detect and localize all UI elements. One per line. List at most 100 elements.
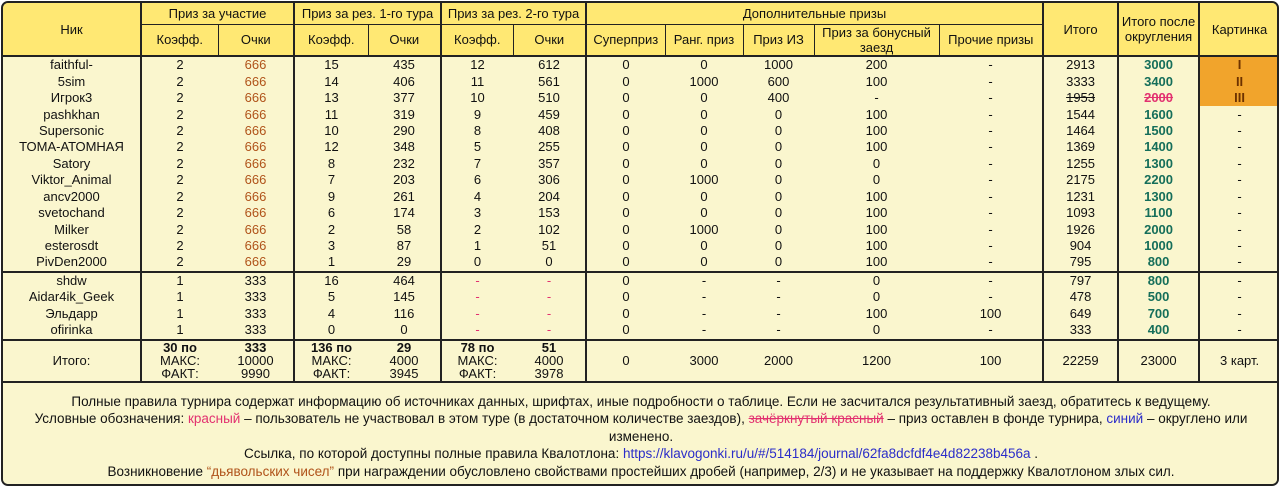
- cell-rounded: 3000: [1117, 56, 1200, 74]
- cell-k2: 3: [293, 237, 369, 255]
- rules-link[interactable]: https://klavogonki.ru/u/#/514184/journal…: [622, 446, 1031, 462]
- cell-sup: 0: [585, 270, 666, 290]
- cell-iz: -: [743, 322, 815, 340]
- cell-k3: -: [440, 322, 514, 340]
- col-header-rank-prize: Ранг. приз: [664, 23, 744, 57]
- cell-p2: 29: [368, 254, 442, 272]
- cell-rounded: 1000: [1117, 237, 1200, 255]
- legend-blue-label: синий: [1106, 411, 1144, 427]
- cell-p3: 306: [513, 172, 587, 189]
- devil-explanation: при награждении обусловлено свойствами п…: [334, 463, 1175, 479]
- player-row: ТОМА-АТОМНАЯ 2 666 12 348 5 255 0 0 0 100-1369 1400…: [3, 139, 1277, 156]
- cell-k2: 9: [293, 188, 369, 205]
- player-row: 5sim 2 666 14 406 11 561 0 1000 600 100-3333 3400 II: [3, 73, 1277, 90]
- cell-sup: 0: [585, 122, 666, 140]
- totals-round2-max-label: МАКС:: [457, 353, 498, 369]
- cell-p2: 0: [368, 322, 442, 340]
- cell-p1: 333: [218, 322, 295, 340]
- cell-rounded: 800: [1117, 270, 1200, 290]
- link-intro: Ссылка, по которой доступны полные прави…: [244, 446, 623, 462]
- cell-sup: 0: [585, 221, 666, 238]
- cell-k3: 4: [440, 188, 514, 205]
- cell-iz: 0: [743, 139, 815, 156]
- cell-p2: 203: [368, 172, 442, 189]
- totals-round2-fact: 3978: [534, 366, 564, 382]
- cell-k2: 12: [293, 139, 369, 156]
- cell-total: 1369: [1042, 139, 1119, 156]
- cell-rounded: 1400: [1117, 139, 1200, 156]
- cell-k3: 2: [440, 221, 514, 238]
- cell-k3: -: [440, 305, 514, 323]
- cell-pic: -: [1198, 155, 1277, 173]
- cell-k3: -: [440, 289, 514, 306]
- cell-k3: 11: [440, 73, 514, 90]
- cell-rounded: 1100: [1117, 204, 1200, 222]
- cell-rank: 0: [665, 254, 744, 272]
- totals-participation-count: 30 по: [163, 340, 197, 356]
- cell-other: -: [939, 322, 1044, 340]
- totals-round2-count: 78 по: [460, 340, 495, 356]
- cell-nick: shdw: [3, 270, 141, 290]
- cell-bonus: 100: [814, 221, 940, 238]
- col-header-total: Итого: [1042, 3, 1119, 57]
- cell-rounded: 1300: [1117, 155, 1200, 173]
- totals-other-prizes: 100: [939, 338, 1044, 382]
- totals-participation-max-label: МАКС:: [160, 353, 200, 369]
- cell-iz: 0: [743, 221, 815, 238]
- cell-iz: 0: [743, 106, 815, 123]
- cell-pic: -: [1198, 289, 1277, 306]
- cell-k2: 10: [293, 122, 369, 140]
- cell-k3: 1: [440, 237, 514, 255]
- cell-bonus: -: [814, 89, 940, 107]
- totals-round1-coeff: 136 по МАКС: ФАКТ:: [293, 338, 369, 382]
- cell-k2: 16: [293, 270, 369, 290]
- link-period: .: [1030, 446, 1039, 462]
- cell-total: 797: [1042, 270, 1119, 290]
- cell-bonus: 100: [814, 204, 940, 222]
- cell-iz: -: [743, 305, 815, 323]
- cell-nick: pashkhan: [3, 106, 141, 123]
- cell-other: -: [939, 221, 1044, 238]
- cell-rank: 0: [665, 139, 744, 156]
- cell-k3: 6: [440, 172, 514, 189]
- cell-p1: 666: [218, 106, 295, 123]
- cell-rounded: 1500: [1117, 122, 1200, 140]
- cell-iz: -: [743, 270, 815, 290]
- cell-nick: Satory: [3, 155, 141, 173]
- cell-p3: 51: [513, 237, 587, 255]
- cell-k2: 4: [293, 305, 369, 323]
- cell-p2: 290: [368, 122, 442, 140]
- cell-total: 649: [1042, 305, 1119, 323]
- footer-line-link: Ссылка, по которой доступны полные прави…: [13, 445, 1269, 463]
- cell-k2: 2: [293, 221, 369, 238]
- cell-total: 333: [1042, 322, 1119, 340]
- col-header-other-prizes: Прочие призы: [938, 23, 1044, 57]
- cell-other: -: [939, 73, 1044, 90]
- cell-other: -: [939, 139, 1044, 156]
- cell-p3: -: [513, 322, 587, 340]
- cell-p3: -: [513, 305, 587, 323]
- footer-notes: Полные правила турнира содержат информац…: [3, 380, 1277, 484]
- totals-round2-points: 51 4000 3978: [513, 338, 587, 382]
- cell-p3: -: [513, 270, 587, 290]
- cell-bonus: 100: [814, 188, 940, 205]
- cell-total: 1953: [1042, 89, 1119, 107]
- cell-sup: 0: [585, 106, 666, 123]
- totals-round1-pts: 29: [396, 340, 412, 356]
- cell-p2: 348: [368, 139, 442, 156]
- cell-sup: 0: [585, 56, 666, 74]
- cell-k1: 2: [140, 221, 218, 238]
- cell-nick: Supersonic: [3, 122, 141, 140]
- totals-participation-fact-label: ФАКТ:: [161, 366, 199, 382]
- player-row: PivDen2000 2 666 1 29 0 0 0 0 0 100-795 800-: [3, 254, 1277, 272]
- cell-sup: 0: [585, 305, 666, 323]
- cell-total: 1464: [1042, 122, 1119, 140]
- cell-pic: -: [1198, 122, 1277, 140]
- cell-p3: 561: [513, 73, 587, 90]
- legend-red-label: красный: [187, 411, 241, 427]
- cell-p2: 435: [368, 56, 442, 74]
- cell-pic: -: [1198, 305, 1277, 323]
- cell-p3: 204: [513, 188, 587, 205]
- cell-p1: 666: [218, 204, 295, 222]
- devil-numbers-label: “дьявольских чисел”: [206, 463, 335, 479]
